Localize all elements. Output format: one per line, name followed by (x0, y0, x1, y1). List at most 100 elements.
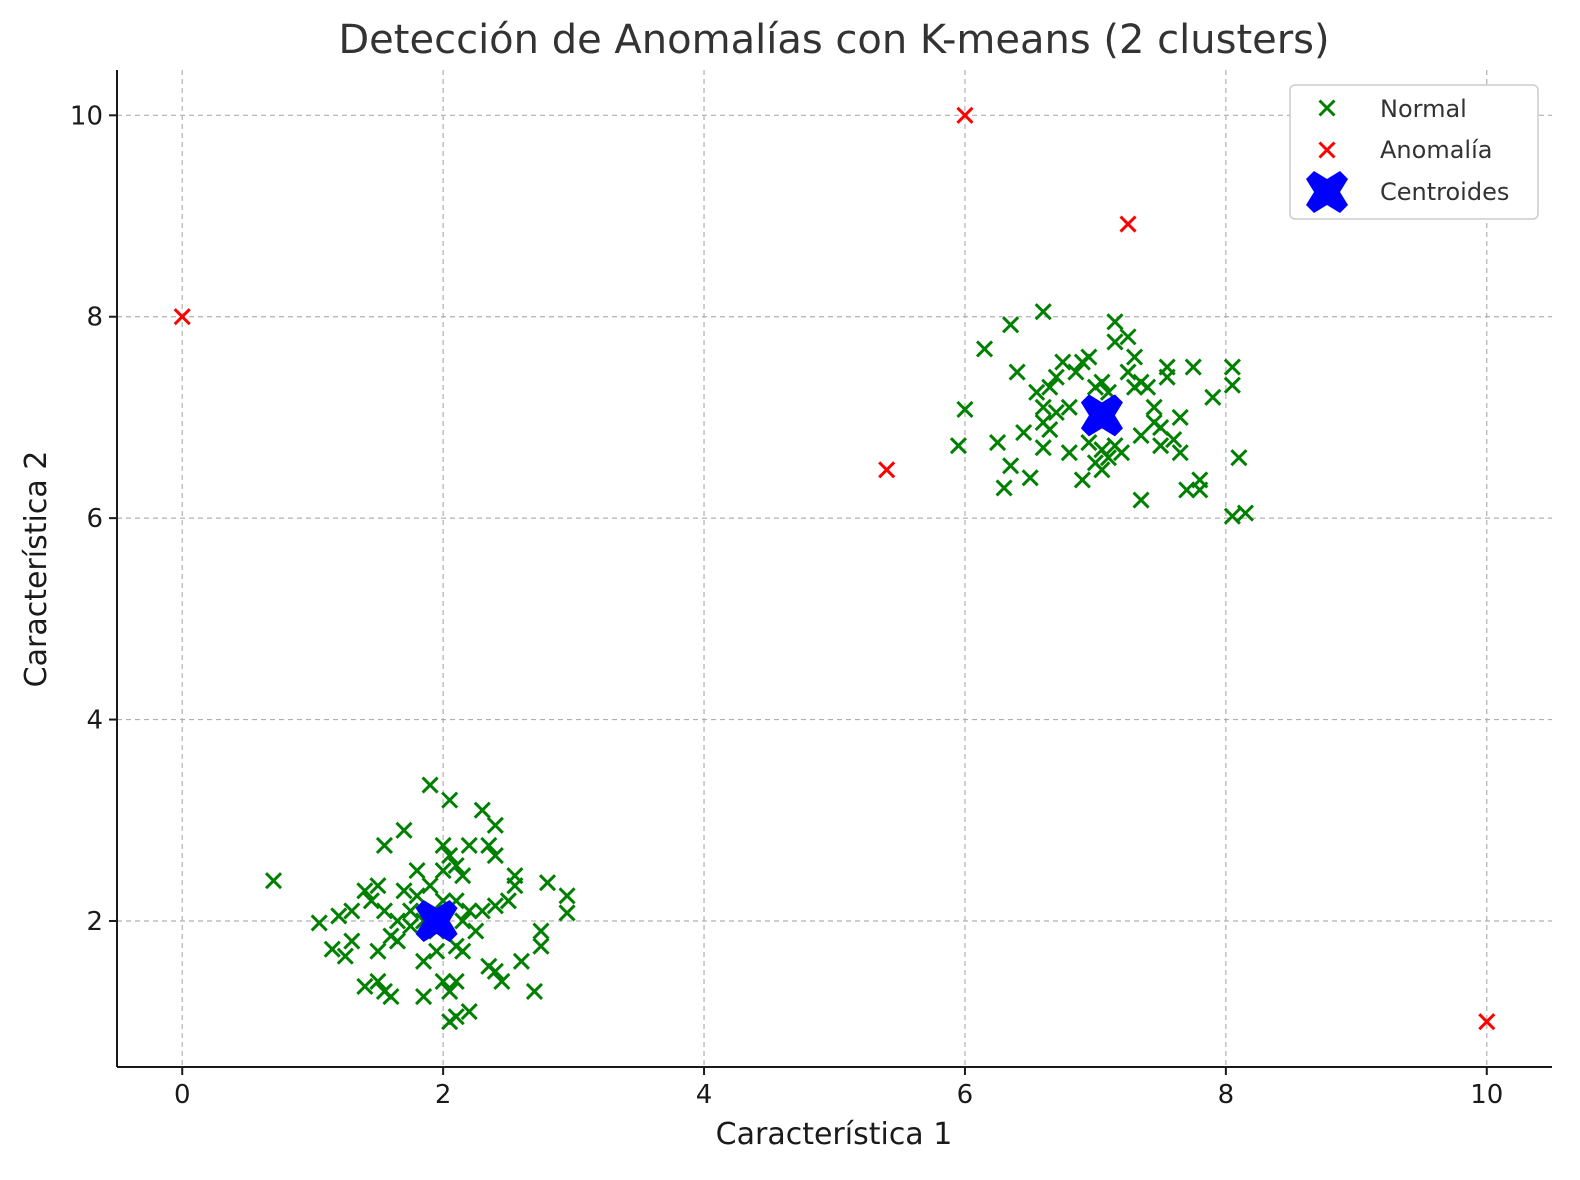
normal-point (362, 892, 380, 910)
normal-point (1060, 398, 1078, 416)
normal-point (336, 947, 354, 965)
legend-marker-normal (1318, 99, 1336, 117)
normal-point (460, 902, 478, 920)
normal-point (1171, 444, 1189, 462)
normal-point (1028, 383, 1046, 401)
normal-point (1171, 408, 1189, 427)
normal-point (408, 887, 426, 905)
normal-point (1067, 363, 1085, 381)
normal-point (388, 912, 407, 930)
y-tick-label: 6 (86, 504, 103, 534)
normal-point (343, 902, 361, 920)
normal-point (421, 776, 439, 794)
normal-point (949, 437, 967, 455)
grid-lines (117, 70, 1552, 1067)
normal-point (264, 872, 283, 890)
normal-point (558, 904, 576, 922)
x-axis-label: Característica 1 (716, 1117, 953, 1152)
legend-label-anomalia: Anomalía (1380, 136, 1492, 164)
legend-markers (1306, 99, 1348, 213)
normal-point (434, 862, 452, 880)
normal-point (512, 952, 530, 970)
normal-point (1054, 353, 1072, 371)
normal-point (1132, 491, 1150, 509)
legend-marker-anomalia (1318, 141, 1336, 159)
normal-point (356, 882, 374, 900)
normal-point (1125, 348, 1144, 366)
normal-point (486, 846, 504, 865)
normal-point (1021, 469, 1039, 487)
centroid-marker (1080, 394, 1123, 437)
normal-point (1119, 328, 1137, 346)
normal-point (356, 977, 374, 995)
normal-point (486, 897, 504, 915)
legend-label-centroides: Centroides (1380, 178, 1509, 206)
normal-point (1047, 403, 1065, 421)
normal-point (1093, 373, 1111, 391)
y-tick-label: 8 (86, 303, 103, 333)
normal-point (493, 972, 511, 990)
normal-point (408, 862, 426, 880)
normal-point (1047, 368, 1065, 386)
normal-point (1132, 427, 1150, 445)
normal-point (330, 907, 348, 925)
normal-point (1152, 418, 1170, 437)
normal-point (441, 846, 459, 865)
normal-point (369, 942, 387, 960)
normal-point (460, 836, 478, 855)
normal-point (1002, 457, 1020, 475)
anomaly-point (878, 461, 896, 479)
normal-point (323, 940, 341, 958)
normal-point (1184, 358, 1202, 376)
normal-point (1008, 363, 1026, 381)
normal-point (441, 982, 459, 1001)
y-tick-label: 10 (70, 101, 103, 131)
normal-point (447, 857, 465, 875)
normal-point (1223, 358, 1241, 376)
y-tick-label: 4 (86, 706, 103, 736)
normal-point (421, 877, 439, 895)
x-tick-label: 4 (696, 1080, 713, 1110)
chart-title: Detección de Anomalías con K-means (2 cl… (338, 17, 1329, 63)
normal-point (499, 892, 517, 910)
axes (116, 70, 1552, 1068)
normal-point (1002, 316, 1020, 334)
normal-point (1060, 444, 1078, 462)
normal-point (975, 340, 994, 358)
normal-point (1073, 471, 1091, 489)
normal-point (441, 791, 459, 809)
normal-point (395, 882, 413, 900)
normal-point (1093, 461, 1111, 479)
normal-point (1178, 481, 1196, 499)
legend-marker-centroides (1306, 171, 1348, 213)
normal-point (956, 400, 974, 418)
normal-point (1080, 434, 1098, 452)
y-axis-label: Característica 2 (19, 451, 54, 688)
normal-point (467, 922, 485, 940)
normal-point (447, 1008, 465, 1026)
normal-point (428, 942, 446, 960)
normal-point (1223, 507, 1241, 525)
axis-ticks: 0 2 4 6 8 10 2 4 6 8 10 (70, 101, 1503, 1110)
normal-point (1152, 437, 1170, 455)
normal-point (415, 952, 433, 970)
legend-label-normal: Normal (1380, 95, 1467, 123)
normal-point (310, 914, 328, 932)
data-points (173, 106, 1496, 1031)
normal-point (1041, 378, 1059, 396)
normal-point (1119, 363, 1137, 381)
normal-point (525, 982, 544, 1001)
normal-point (1080, 348, 1098, 366)
normal-point (473, 902, 491, 920)
normal-point (538, 874, 557, 892)
normal-point (382, 987, 400, 1006)
normal-point (532, 937, 550, 955)
normal-point (486, 962, 504, 980)
normal-point (395, 821, 413, 839)
normal-point (486, 816, 504, 834)
normal-point (454, 912, 472, 930)
normal-point (460, 1003, 478, 1021)
normal-point (343, 932, 361, 950)
normal-point (375, 902, 393, 920)
normal-point (506, 877, 524, 895)
